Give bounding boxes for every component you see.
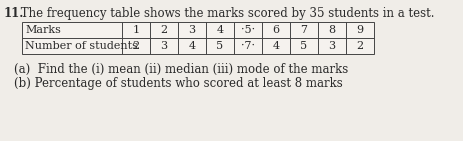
Text: 2: 2 (357, 41, 363, 51)
Text: 3: 3 (188, 25, 195, 35)
Text: (a)  Find the (i) mean (ii) median (iii) mode of the marks: (a) Find the (i) mean (ii) median (iii) … (14, 63, 348, 76)
Text: The frequency table shows the marks scored by 35 students in a test.: The frequency table shows the marks scor… (17, 7, 434, 20)
Text: 3: 3 (161, 41, 168, 51)
Text: 3: 3 (328, 41, 336, 51)
Text: 5: 5 (216, 41, 224, 51)
Text: Marks: Marks (25, 25, 61, 35)
Text: 4: 4 (188, 41, 195, 51)
Text: 1: 1 (132, 25, 139, 35)
Text: 4: 4 (216, 25, 224, 35)
Text: Number of students: Number of students (25, 41, 138, 51)
Text: 8: 8 (328, 25, 336, 35)
Text: 2: 2 (132, 41, 139, 51)
Text: 5: 5 (300, 41, 307, 51)
Text: 4: 4 (272, 41, 280, 51)
Text: 9: 9 (357, 25, 363, 35)
Text: 6: 6 (272, 25, 280, 35)
Text: 2: 2 (161, 25, 168, 35)
Text: ·5·: ·5· (241, 25, 255, 35)
Text: ·7·: ·7· (241, 41, 255, 51)
Text: 7: 7 (300, 25, 307, 35)
Text: (b) Percentage of students who scored at least 8 marks: (b) Percentage of students who scored at… (14, 77, 343, 90)
Bar (22, 22, 374, 54)
Text: 11.: 11. (4, 7, 25, 20)
